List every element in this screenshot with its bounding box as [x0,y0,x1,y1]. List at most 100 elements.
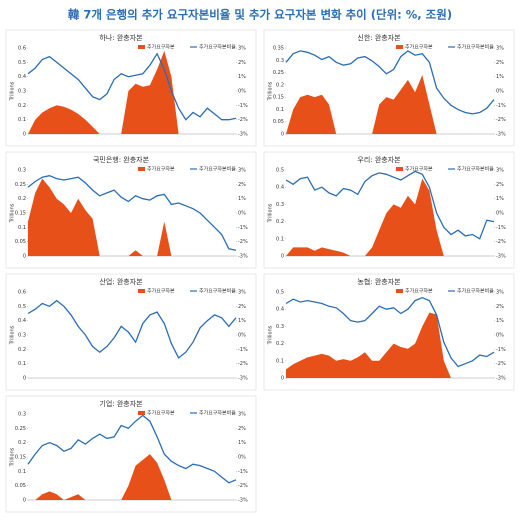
y2-tick-label: -3% [496,376,506,382]
y2-tick-label: 0% [496,89,504,95]
y-tick-label: 0.1 [18,225,26,231]
y-tick-label: 0.25 [273,70,284,76]
y2-tick-label: 3% [238,412,246,418]
y2-tick-label: -1% [238,469,248,475]
ratio-line [27,414,237,484]
y-tick-label: 0.4 [276,185,284,191]
legend-label: 추가요구자본비율 [199,44,236,51]
chart-panel: 국민은행: 완충자본 Trillions 0 0.05 0.1 0.15 0.2 0.25 0.… [5,151,257,269]
legend-swatch [138,45,145,49]
legend-label: 추가요구자본비율 [457,44,494,51]
y2-tick-label: -3% [238,132,248,138]
y-tick-label: 0.2 [18,103,26,109]
y-tick-label: 0 [281,376,284,382]
y2-tick-label: 2% [238,426,246,432]
chart-title: 하나: 완충자본 [99,33,143,42]
y2-tick-label: 3% [238,290,246,296]
y-tick-label: 0 [23,132,26,138]
chart-title: 우리: 완충자본 [357,155,401,164]
y-tick-label: 0.3 [276,202,284,208]
legend-label: 추가요구자본 [147,166,175,173]
y-tick-label: 0.1 [276,358,284,364]
y-tick-label: 0.15 [15,211,26,217]
legend-swatch [396,45,403,49]
ratio-line [285,170,495,240]
y2-tick-label: 1% [496,196,504,202]
y-tick-label: 0.4 [276,307,284,313]
chart-title: 산업: 완충자본 [99,277,143,286]
y2-tick-label: 1% [496,318,504,324]
legend-label: 추가요구자본비율 [199,288,236,295]
y-tick-label: 0.3 [18,89,26,95]
y-axis-label: Trillions [268,81,274,101]
y2-tick-label: 0% [238,455,246,461]
y2-tick-label: 1% [238,196,246,202]
y2-tick-label: 3% [496,290,504,296]
y2-tick-label: -1% [496,347,506,353]
y-tick-label: 0.4 [18,318,26,324]
y-tick-label: 0.25 [15,182,26,188]
legend-swatch [138,289,145,293]
ratio-line [27,52,237,121]
y-tick-label: 0.2 [18,347,26,353]
y2-tick-label: -2% [238,117,248,123]
panel-frame [5,273,257,391]
y-tick-label: 0 [281,132,284,138]
y2-tick-label: 3% [496,168,504,174]
y-tick-label: 0.5 [276,290,284,296]
y2-tick-label: 2% [496,60,504,66]
capital-area [286,178,494,256]
chart-title: 농협: 완충자본 [357,277,401,286]
y2-tick-label: 0% [496,333,504,339]
y2-tick-label: 3% [496,46,504,52]
ratio-line [27,299,237,359]
capital-area [286,312,494,378]
y-tick-label: 0.05 [15,483,26,489]
legend-label: 추가요구자본비율 [199,166,236,173]
y-tick-label: 0 [281,254,284,260]
chart-title: 기업: 완충자본 [99,399,143,408]
y2-tick-label: -1% [496,103,506,109]
y2-tick-label: 3% [238,46,246,52]
y2-tick-label: -3% [496,254,506,260]
y2-tick-label: 1% [238,74,246,80]
chart-panel: 산업: 완충자본 Trillions 0 0.1 0.2 0.3 0.4 0.5 0.6 -3% -… [5,273,257,391]
legend-label: 추가요구자본 [147,410,175,417]
legend-label: 추가요구자본비율 [457,288,494,295]
y-tick-label: 0.1 [18,361,26,367]
y-tick-label: 0.3 [276,58,284,64]
y2-tick-label: 2% [238,60,246,66]
y-tick-label: 0.35 [273,46,284,52]
y-axis-label: Trillions [10,325,16,345]
y-tick-label: 0.5 [18,304,26,310]
page-title: 韓 7개 은행의 추가 요구자본비율 및 추가 요구자본 변화 추이 (단위: … [68,8,452,22]
y2-tick-label: 2% [496,304,504,310]
legend-label: 추가요구자본 [147,44,175,51]
y-axis-label: Trillions [268,325,274,345]
y2-tick-label: -2% [238,483,248,489]
y2-tick-label: 2% [496,182,504,188]
chart-panel: 우리: 완충자본 Trillions 0 0.1 0.2 0.3 0.4 0.5 -3% -2% -… [263,151,515,269]
chart-panel: 기업: 완충자본 Trillions 0 0.05 0.1 0.15 0.2 0.25 0.3 -… [5,395,257,513]
legend-label: 추가요구자본 [405,166,433,173]
y2-tick-label: 0% [238,211,246,217]
y2-tick-label: 1% [238,440,246,446]
y2-tick-label: -2% [496,239,506,245]
y-tick-label: 0.1 [18,117,26,123]
y-tick-label: 0.6 [18,290,26,296]
legend-swatch [396,289,403,293]
ratio-line [285,50,495,115]
legend-label: 추가요구자본비율 [199,410,236,417]
y-tick-label: 0.6 [18,46,26,52]
capital-area [28,50,236,134]
y-tick-label: 0 [23,498,26,504]
y-axis-label: Trillions [10,447,16,467]
y2-tick-label: -2% [496,361,506,367]
y-tick-label: 0 [23,376,26,382]
ratio-line [285,296,495,368]
y-tick-label: 0.3 [18,333,26,339]
chart-title: 국민은행: 완충자본 [93,155,150,164]
y2-tick-label: 0% [238,333,246,339]
y-tick-label: 0.1 [18,469,26,475]
